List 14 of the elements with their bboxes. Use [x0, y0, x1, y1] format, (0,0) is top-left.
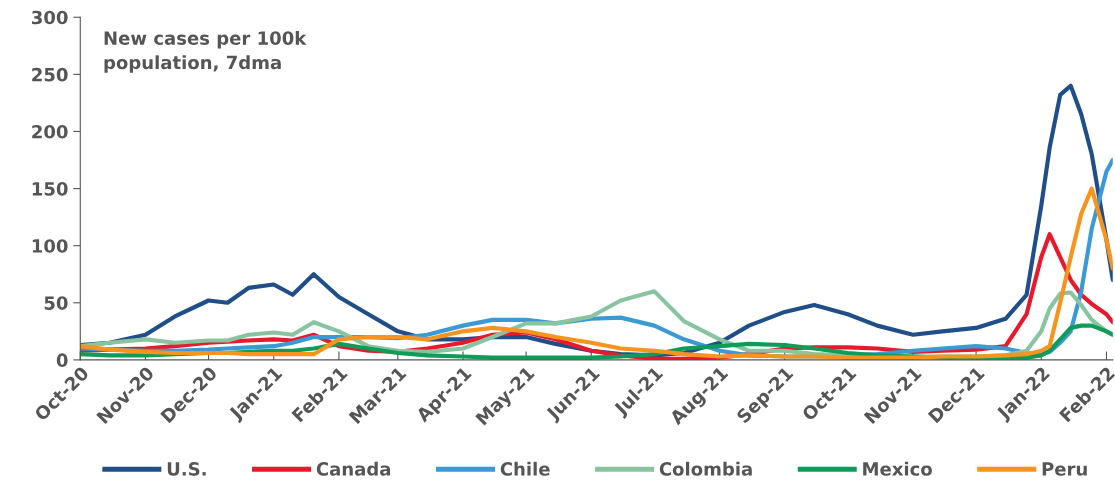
y-tick-label: 100	[32, 239, 68, 253]
y-tick-label: 300	[31, 10, 68, 25]
y-tick-label: 0	[56, 353, 68, 368]
legend-label: Colombia	[659, 461, 752, 476]
y-tick-label: 200	[32, 124, 68, 139]
y-tick-label: 250	[32, 67, 68, 82]
text: New cases per 100k population, 7dma	[104, 30, 307, 73]
y-tick-label: 50	[44, 296, 68, 310]
legend-label: Mexico	[863, 461, 932, 476]
legend-label: Peru	[1042, 462, 1087, 476]
y-tick-label: 150	[32, 182, 68, 196]
legend-label: U.S.	[167, 462, 206, 476]
legend-label: Canada	[316, 461, 391, 476]
legend-label: Chile	[500, 461, 550, 476]
